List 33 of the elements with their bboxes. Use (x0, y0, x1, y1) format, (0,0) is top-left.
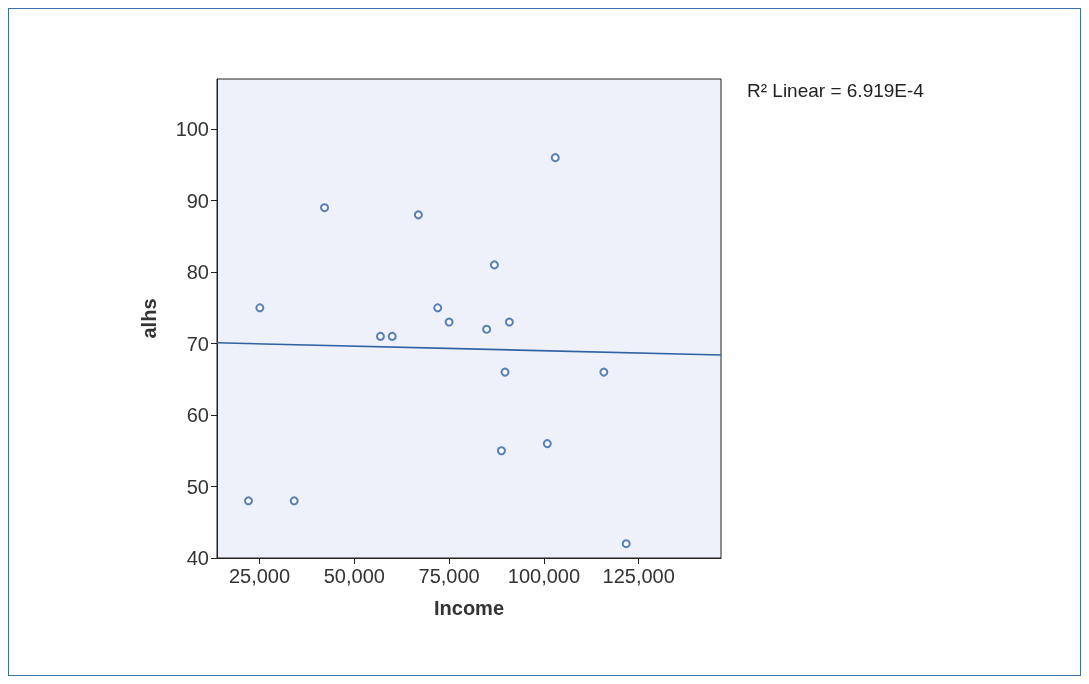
point (375, 331, 385, 341)
y-tick-label: 50 (186, 475, 209, 498)
point (320, 203, 330, 213)
text: R² Linear = 6.919E-4 (747, 80, 925, 101)
point (496, 446, 506, 456)
point (289, 496, 299, 506)
point (413, 210, 423, 220)
y-tick-label: 80 (186, 261, 209, 284)
point (621, 539, 631, 549)
x-tick-label: 125,000 (602, 565, 675, 587)
point (255, 303, 265, 313)
x-tick-label: 25,000 (228, 565, 291, 587)
y-tick-label: 40 (186, 547, 209, 569)
point (599, 367, 609, 377)
point (482, 324, 492, 334)
x-tick-label: 75,000 (418, 565, 480, 587)
point (542, 439, 552, 449)
y-tick-label: 60 (186, 404, 209, 427)
y-tick-label: 70 (186, 332, 209, 355)
x-axis-title: Income (433, 597, 505, 619)
point (387, 331, 397, 341)
x-tick-label: 100,000 (507, 565, 581, 587)
y-tick-label: 90 (186, 189, 209, 212)
point (433, 303, 443, 313)
point (444, 317, 454, 327)
y-tick-label: 100 (175, 118, 209, 141)
x-tick-label: 50,000 (323, 565, 385, 587)
point (489, 260, 499, 270)
y-axis-title: alhs (138, 298, 160, 339)
point (500, 367, 510, 377)
point (550, 153, 560, 163)
point (243, 496, 253, 506)
point (504, 317, 514, 327)
